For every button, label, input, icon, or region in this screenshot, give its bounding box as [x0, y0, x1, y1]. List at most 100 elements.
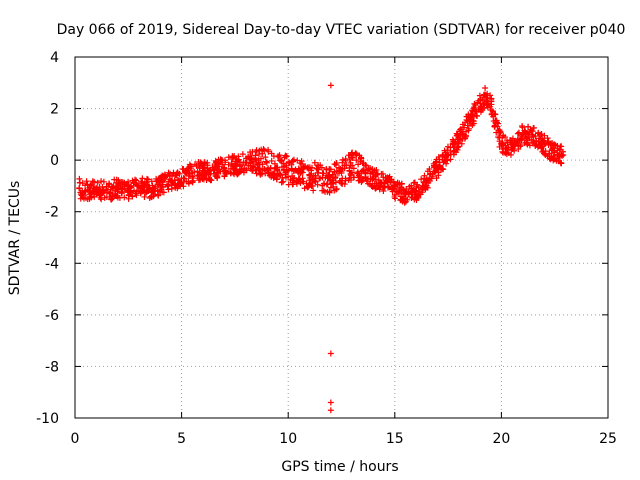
data-point	[483, 101, 490, 108]
data-point	[488, 98, 495, 105]
data-point	[398, 184, 405, 191]
data-point	[277, 172, 284, 179]
data-point	[349, 154, 356, 161]
data-point	[360, 166, 367, 173]
data-point	[335, 164, 342, 171]
data-point	[239, 151, 246, 158]
data-point	[405, 190, 412, 197]
data-point	[525, 123, 532, 130]
x-tick-label: 5	[177, 431, 186, 447]
y-tick-label: -2	[45, 205, 59, 221]
data-point	[333, 160, 340, 167]
data-point	[499, 148, 506, 155]
data-point	[363, 162, 370, 169]
data-point	[353, 157, 360, 164]
data-point	[488, 107, 495, 114]
data-point	[287, 176, 294, 183]
data-point	[267, 164, 274, 171]
data-point	[493, 129, 500, 136]
data-point	[126, 189, 133, 196]
data-point	[559, 148, 566, 155]
data-point	[514, 130, 521, 137]
data-point	[300, 178, 307, 185]
data-point	[285, 158, 292, 165]
data-point	[514, 137, 521, 144]
data-point	[243, 167, 250, 174]
data-point	[398, 180, 405, 187]
data-point	[410, 179, 417, 186]
y-tick-label: -10	[36, 411, 59, 427]
data-point	[342, 155, 349, 162]
data-point	[348, 169, 355, 176]
data-point	[148, 178, 155, 185]
data-point	[290, 156, 297, 163]
data-point	[495, 120, 502, 127]
data-point	[375, 177, 382, 184]
data-point	[82, 195, 89, 202]
y-tick-label: 4	[50, 50, 59, 66]
y-axis-label: SDTVAR / TECUs	[7, 181, 23, 296]
data-point	[469, 108, 476, 115]
data-point	[558, 160, 565, 167]
data-point	[194, 172, 201, 179]
data-point	[424, 184, 431, 191]
data-point	[440, 166, 447, 173]
data-point	[100, 178, 107, 185]
data-point	[83, 178, 90, 185]
data-point	[281, 154, 288, 161]
data-point	[98, 178, 105, 185]
data-point	[406, 183, 413, 190]
data-point	[170, 169, 177, 176]
data-point	[77, 195, 84, 202]
data-point	[87, 188, 94, 195]
data-point	[396, 190, 403, 197]
data-point	[276, 157, 283, 164]
data-point	[350, 165, 357, 172]
data-point	[318, 164, 325, 171]
data-point	[323, 166, 330, 173]
data-point	[492, 119, 499, 126]
data-point	[271, 160, 278, 167]
data-point	[296, 175, 303, 182]
data-point	[384, 178, 391, 185]
data-point	[175, 182, 182, 189]
data-point	[358, 155, 365, 162]
data-point	[140, 182, 147, 189]
y-tick-label: -8	[45, 359, 59, 375]
data-point	[523, 139, 530, 146]
data-point	[387, 177, 394, 184]
y-tick-label: 0	[50, 153, 59, 169]
data-point	[172, 180, 179, 187]
data-point	[482, 84, 489, 91]
data-point	[214, 174, 221, 181]
data-point	[376, 183, 383, 190]
data-point	[449, 141, 456, 148]
data-points	[76, 82, 567, 414]
data-point	[472, 102, 479, 109]
data-point	[518, 136, 525, 143]
data-point	[499, 134, 506, 141]
data-point	[332, 174, 339, 181]
data-point	[541, 140, 548, 147]
data-point	[233, 170, 240, 177]
data-point	[330, 180, 337, 187]
data-point	[247, 165, 254, 172]
data-point	[88, 194, 95, 201]
data-point	[441, 158, 448, 165]
data-point	[319, 187, 326, 194]
data-point	[225, 161, 232, 168]
data-point	[297, 179, 304, 186]
data-point	[445, 152, 452, 159]
data-point	[158, 186, 165, 193]
x-tick-label: 10	[279, 431, 297, 447]
data-point	[355, 172, 362, 179]
data-point	[268, 173, 275, 180]
data-point	[248, 155, 255, 162]
data-point	[341, 162, 348, 169]
data-point	[462, 135, 469, 142]
data-point	[355, 161, 362, 168]
data-point	[528, 131, 535, 138]
data-point	[333, 186, 340, 193]
data-point	[308, 164, 315, 171]
data-point	[339, 156, 346, 163]
